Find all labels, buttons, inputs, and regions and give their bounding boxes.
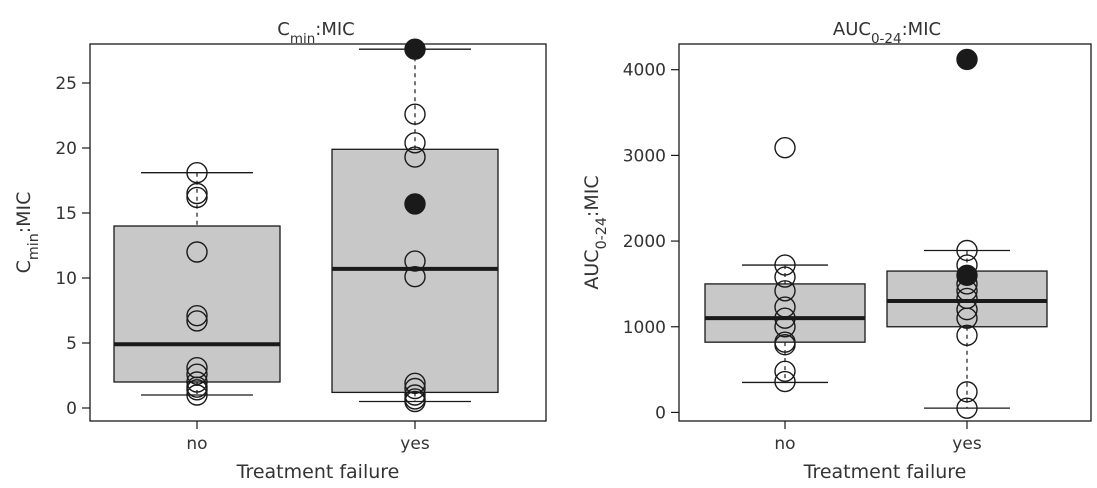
plot-frame <box>678 43 1092 422</box>
y-axis-title-suffix: :MIC <box>13 192 35 234</box>
data-point-open <box>186 241 208 263</box>
data-point-open <box>186 310 208 332</box>
data-point-open <box>774 316 796 338</box>
data-point-open <box>404 384 426 406</box>
y-axis-title-subscript: min <box>26 233 42 260</box>
data-point-open <box>956 324 978 347</box>
panel-title-subscript: min <box>290 31 315 47</box>
y-tick-label: 10 <box>55 269 77 289</box>
data-point-open <box>774 307 796 329</box>
x-tick-label: yes <box>952 434 982 454</box>
y-tick-label: 15 <box>55 204 77 224</box>
data-point-open <box>186 379 208 401</box>
y-axis-title-subscript: 0-24 <box>594 217 610 249</box>
y-tick-label: 3000 <box>623 146 666 166</box>
y-tick-label: 2000 <box>623 232 666 252</box>
data-point-open <box>774 370 796 393</box>
plot-frame <box>89 43 547 422</box>
data-point-filled <box>404 38 426 60</box>
y-tick-label: 25 <box>55 74 77 94</box>
y-tick-label: 20 <box>55 139 77 159</box>
data-point-open <box>404 377 426 400</box>
data-point-open <box>186 161 208 184</box>
box-no <box>704 264 866 384</box>
y-tick-label: 4000 <box>623 61 666 81</box>
data-point-open <box>404 132 426 154</box>
data-point-open <box>774 334 796 356</box>
panel-title-main: AUC <box>833 19 871 40</box>
y-axis-title-main: C <box>13 260 35 273</box>
y-tick-label: 0 <box>66 399 77 419</box>
panel-title-main: C <box>277 19 290 40</box>
data-point-open <box>404 146 426 168</box>
y-axis-title: Cmin:MIC <box>13 192 42 274</box>
iqr-box <box>704 283 866 343</box>
data-point-open <box>186 305 208 327</box>
data-point-open <box>186 182 208 205</box>
data-point-open <box>186 371 208 393</box>
iqr-box <box>113 225 281 383</box>
y-tick-label: 1000 <box>623 318 666 338</box>
y-axis-title-main: AUC <box>581 249 603 289</box>
data-point-open <box>774 280 796 302</box>
x-tick-label: no <box>186 434 207 454</box>
x-axis-title: Treatment failure <box>236 461 400 483</box>
box-yes <box>331 48 499 403</box>
box-no <box>113 172 281 396</box>
y-axis-title: AUC0-24:MIC <box>581 175 610 289</box>
data-point-open <box>404 103 426 125</box>
data-point-open <box>956 298 978 321</box>
data-point-filled <box>404 193 426 215</box>
panel-title: AUC0-24:MIC <box>833 19 941 47</box>
panel-title-subscript: 0-24 <box>871 31 902 47</box>
data-point-open <box>956 239 978 262</box>
data-point-open <box>956 397 978 419</box>
y-tick-label: 5 <box>66 334 77 354</box>
data-point-open <box>774 360 796 383</box>
data-point-open <box>774 136 796 159</box>
data-point-open <box>774 266 796 288</box>
data-point-open <box>186 186 208 209</box>
data-point-open <box>956 381 978 403</box>
data-point-open <box>404 372 426 394</box>
x-tick-label: no <box>774 434 795 454</box>
data-point-open <box>404 266 426 288</box>
y-axis-title-suffix: :MIC <box>581 175 603 217</box>
panel-title-suffix: :MIC <box>315 19 354 40</box>
panel-title-suffix: :MIC <box>902 19 941 40</box>
panel-title: Cmin:MIC <box>277 19 355 47</box>
data-point-open <box>956 307 978 329</box>
data-point-open <box>404 390 426 413</box>
y-tick-label: 0 <box>655 403 666 423</box>
x-axis-title: Treatment failure <box>803 461 967 483</box>
data-point-open <box>404 250 426 272</box>
data-point-open <box>186 363 208 385</box>
data-point-open <box>186 384 208 406</box>
data-point-filled <box>956 264 978 287</box>
data-point-open <box>774 254 796 276</box>
data-point-filled <box>956 48 978 71</box>
x-tick-label: yes <box>400 434 430 454</box>
